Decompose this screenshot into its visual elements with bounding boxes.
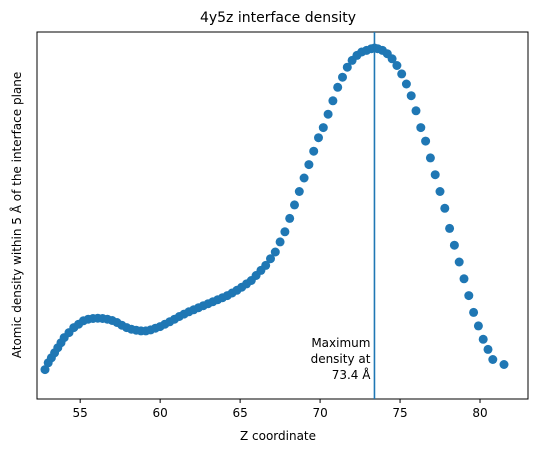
data-point [323,109,333,119]
data-point [406,91,416,101]
data-point [387,54,397,64]
data-point [435,187,445,196]
data-point [459,274,469,284]
data-point [478,334,488,344]
data-point [440,203,450,213]
x-axis-ticks: 55 60 65 70 75 80 [73,399,488,420]
data-point [328,96,338,106]
data-point [280,227,290,237]
data-point [425,153,435,163]
data-point [411,106,421,116]
data-point [333,82,343,92]
chart-title: 4y5z interface density [200,10,356,26]
data-point [449,240,459,250]
annotation-line: density at [311,352,371,366]
data-point [421,136,431,146]
data-point [304,160,314,170]
data-point [445,223,455,233]
data-point [261,260,271,270]
data-point [338,72,347,82]
data-point [40,365,50,375]
data-point [314,133,323,143]
data-point [299,173,309,183]
data-point [454,257,464,267]
data-point [285,213,295,223]
data-point [309,146,319,156]
data-point [266,254,275,264]
data-point [469,307,479,317]
data-point [401,79,411,89]
x-tick-label: 60 [153,406,168,420]
data-point [392,61,402,70]
x-tick-label: 55 [73,406,88,420]
plot-frame [36,31,529,400]
data-point [488,355,498,364]
plot-area [40,43,509,375]
data-point [499,360,509,369]
data-point [290,200,299,210]
x-tick-label: 80 [472,406,487,420]
data-point [464,291,474,301]
data-point [342,62,352,72]
data-point [430,170,440,180]
y-axis-label: Atomic density within 5 Å of the interfa… [9,72,24,359]
data-point [473,321,483,331]
x-tick-label: 75 [392,406,407,420]
data-point [483,344,493,354]
data-point [318,123,328,133]
x-axis-label: Z coordinate [240,429,316,443]
annotation-line: Maximum [311,336,370,350]
data-point [294,187,304,196]
data-point [416,123,426,133]
x-tick-label: 70 [312,406,327,420]
data-point [270,247,280,257]
data-point [275,237,285,247]
x-tick-label: 65 [232,406,247,420]
data-point [397,69,407,79]
annotation-line: 73.4 Å [332,367,372,382]
